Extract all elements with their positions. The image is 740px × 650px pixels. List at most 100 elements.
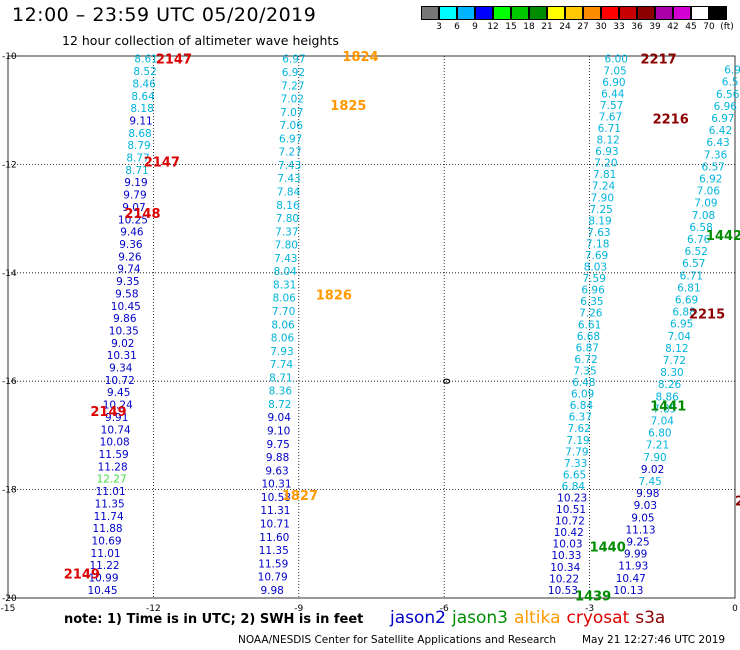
color-scale-label: 30 xyxy=(595,22,607,32)
wave-height-value: 7.05 xyxy=(603,65,626,77)
color-swatch xyxy=(439,6,457,20)
wave-height-value: 9.36 xyxy=(119,239,143,251)
wave-height-value: 6.9 xyxy=(724,65,740,77)
wave-height-value: 7.35 xyxy=(573,365,596,377)
satellite-tracks: 8.618.528.468.648.189.118.688.798.778.71… xyxy=(87,54,740,597)
wave-height-value: 7.18 xyxy=(586,238,609,250)
wave-height-value: 6.00 xyxy=(605,54,628,66)
wave-height-value: 7.02 xyxy=(281,94,304,106)
wave-height-value: 6.87 xyxy=(576,342,599,354)
footer-timestamp: May 21 12:27:46 UTC 2019 xyxy=(582,634,726,646)
wave-height-value: 9.02 xyxy=(111,338,134,350)
wave-height-value: 9.74 xyxy=(117,264,141,276)
wave-height-value: 11.59 xyxy=(99,449,129,461)
wave-height-value: 7.06 xyxy=(697,186,721,198)
wave-height-value: 7.37 xyxy=(275,226,298,238)
wave-height-value: 6.58 xyxy=(689,222,712,234)
color-scale-label: 15 xyxy=(505,22,517,32)
wave-height-value: 7.04 xyxy=(651,415,675,427)
wave-height-value: 7.59 xyxy=(583,273,606,285)
wave-height-value: 7.45 xyxy=(638,476,661,488)
color-swatch xyxy=(421,6,439,20)
wave-height-value: 7.62 xyxy=(567,423,590,435)
wave-height-value: 6.61 xyxy=(578,319,601,331)
wave-height-value: 6.52 xyxy=(685,246,708,258)
color-swatch xyxy=(673,6,691,20)
pass-time-label: 1825 xyxy=(330,99,366,114)
wave-height-value: 6.48 xyxy=(572,377,595,389)
plot-frame xyxy=(7,55,736,599)
wave-height-value: 11.01 xyxy=(91,548,121,560)
wave-height-value: 7.74 xyxy=(270,359,294,371)
wave-height-value: 8.18 xyxy=(130,103,153,115)
wave-height-value: 7.80 xyxy=(276,213,299,225)
y-tick-label: -16 xyxy=(2,377,17,387)
wave-height-value: 6.43 xyxy=(706,137,729,149)
wave-height-value: 6.72 xyxy=(574,354,597,366)
wave-height-value: 7.67 xyxy=(599,111,622,123)
wave-height-value: 8.19 xyxy=(588,215,611,227)
color-scale-label: 27 xyxy=(577,22,589,32)
wave-height-value: 10.72 xyxy=(555,516,585,528)
wave-height-value: 6.96 xyxy=(714,101,738,113)
color-swatch xyxy=(655,6,673,20)
color-scale-label: 39 xyxy=(649,22,661,32)
wave-height-value: 6.92 xyxy=(282,67,305,79)
pass-time-label: 1827 xyxy=(282,489,318,504)
wave-height-value: 11.22 xyxy=(90,560,120,572)
wave-height-value: 8.26 xyxy=(658,379,682,391)
wave-height-value: 6.84 xyxy=(570,400,594,412)
pass-time-label: 2149 xyxy=(90,405,126,420)
color-swatch xyxy=(493,6,511,20)
wave-height-value: 10.31 xyxy=(107,350,137,362)
wave-height-value: 11.88 xyxy=(93,523,123,535)
wave-height-value: 6.37 xyxy=(569,412,592,424)
wave-height-value: 6.76 xyxy=(687,234,711,246)
x-tick-label: -15 xyxy=(1,604,16,614)
wave-height-value: 9.05 xyxy=(631,512,654,524)
island-outline xyxy=(443,378,451,384)
y-tick-label: -10 xyxy=(2,52,17,62)
wave-height-value: 10.69 xyxy=(92,535,122,547)
wave-height-value: 9.19 xyxy=(124,177,147,189)
wave-height-value: 9.99 xyxy=(624,549,647,561)
color-swatch xyxy=(457,6,475,20)
pass-time-label: 2149 xyxy=(64,568,100,583)
wave-height-value: 9.35 xyxy=(116,276,139,288)
color-swatch xyxy=(529,6,547,20)
color-scale-label: 24 xyxy=(559,22,571,32)
wave-height-value: 7.27 xyxy=(281,80,304,92)
wave-height-value: 10.23 xyxy=(557,492,587,504)
wave-height-value: 9.34 xyxy=(109,363,133,375)
color-scale-label: 70 xyxy=(703,22,715,32)
color-swatch xyxy=(601,6,619,20)
wave-height-value: 10.33 xyxy=(551,550,581,562)
wave-height-value: 8.30 xyxy=(660,367,683,379)
pass-time-label: 1439 xyxy=(575,589,611,604)
wave-height-value: 11.35 xyxy=(259,545,289,557)
wave-height-value: 7.93 xyxy=(270,346,293,358)
wave-height-value: 10.47 xyxy=(616,573,646,585)
color-scale-label: 45 xyxy=(685,22,697,32)
wave-height-value: 7.80 xyxy=(275,240,298,252)
pass-time-label: 1441 xyxy=(650,400,686,415)
wave-height-value: 10.53 xyxy=(548,585,578,597)
wave-height-value: 7.33 xyxy=(564,458,587,470)
pass-time-label: 2 xyxy=(735,494,740,509)
color-swatch xyxy=(709,6,727,20)
wave-height-value: 8.72 xyxy=(268,399,291,411)
wave-height-value: 9.58 xyxy=(115,288,138,300)
wave-height-value: 8.03 xyxy=(584,262,607,274)
wave-height-value: 11.60 xyxy=(259,532,289,544)
wave-height-value: 8.31 xyxy=(273,279,296,291)
wave-height-value: 6.56 xyxy=(716,89,740,101)
wave-height-value: 8.06 xyxy=(272,293,296,305)
x-tick-label: -3 xyxy=(585,604,594,614)
color-scale-label: 42 xyxy=(667,22,679,32)
wave-height-value: 11.74 xyxy=(94,511,124,523)
pass-time-label: 2148 xyxy=(124,207,160,222)
wave-height-value: 7.19 xyxy=(566,435,589,447)
wave-height-value: 9.75 xyxy=(266,439,289,451)
pass-time-label: 2216 xyxy=(653,112,689,127)
